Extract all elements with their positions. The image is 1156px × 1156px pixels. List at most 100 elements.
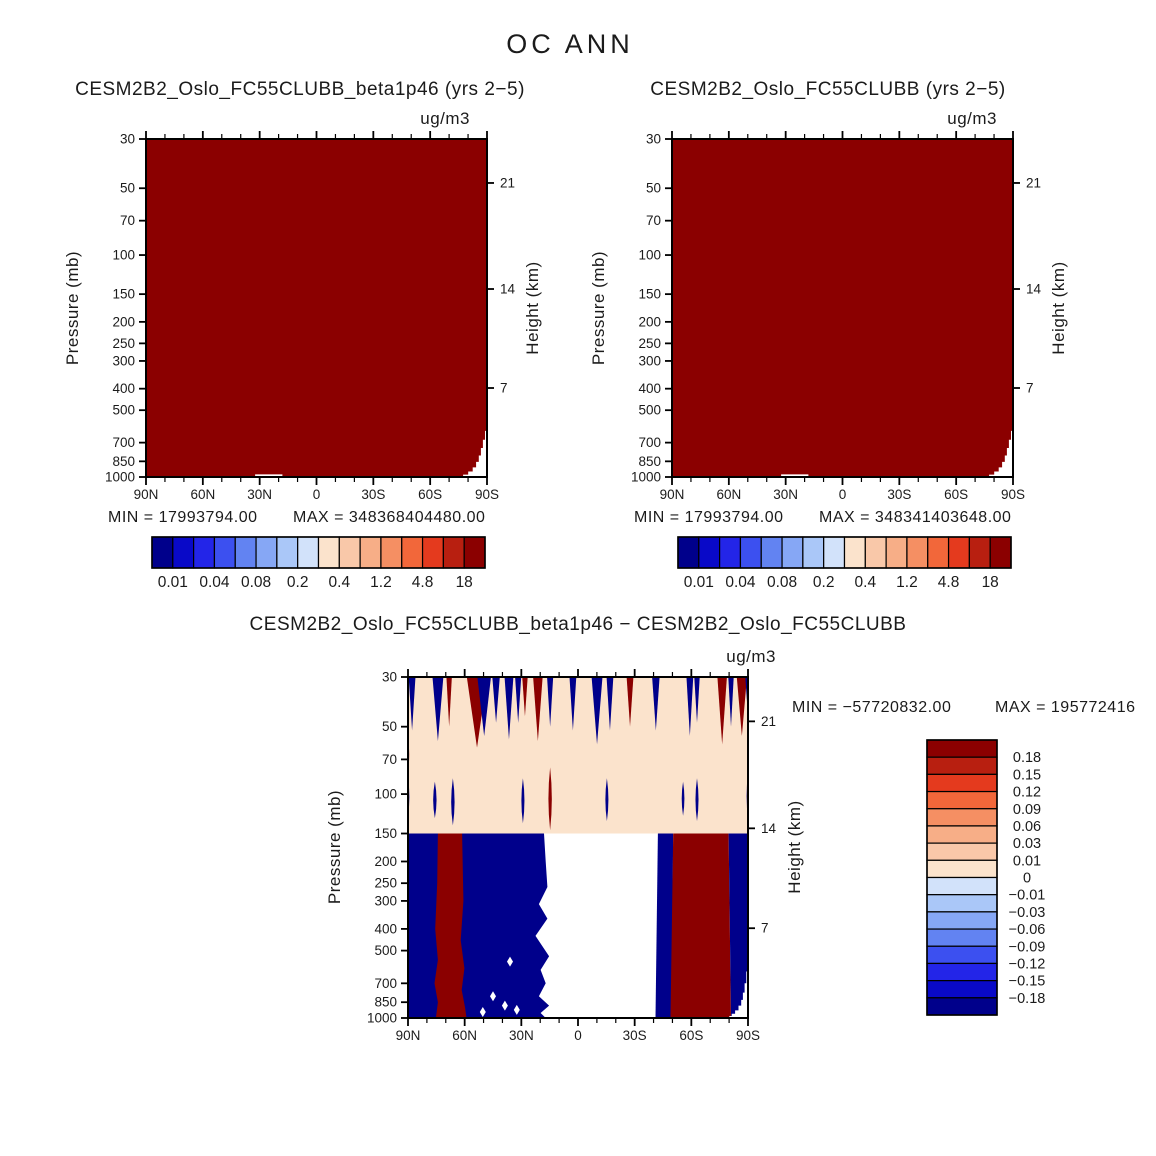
colorbar-tick-label: 0.4 bbox=[329, 574, 351, 591]
pressure-tick-label: 300 bbox=[374, 893, 397, 908]
height-tick-label: 21 bbox=[761, 714, 776, 729]
colorbar-cell bbox=[926, 997, 998, 1016]
height-tick-label: 7 bbox=[1026, 381, 1034, 396]
lid-plume bbox=[606, 677, 614, 731]
panel-right-min: MIN = 17993794.00 bbox=[634, 509, 784, 526]
colorbar-cell bbox=[463, 536, 486, 569]
lat-tick-label: 90S bbox=[736, 1028, 760, 1043]
colorbar-cell bbox=[926, 859, 998, 879]
panel-frame bbox=[407, 676, 749, 1019]
lat-tick-label: 60S bbox=[418, 487, 442, 502]
colorbar-cell bbox=[760, 536, 783, 569]
colorbar-cell bbox=[926, 756, 998, 775]
panel-left-units: ug/m3 bbox=[420, 109, 470, 128]
pressure-tick-label: 500 bbox=[374, 943, 397, 958]
colorbar-tick-label: −0.06 bbox=[1009, 922, 1046, 938]
colorbar-tick-label: 0.03 bbox=[1013, 836, 1041, 852]
colorbar-cell bbox=[359, 536, 382, 569]
lat-tick-label: 60N bbox=[452, 1028, 477, 1043]
colorbar-cell bbox=[213, 536, 236, 569]
colorbar-tick-label: −0.18 bbox=[1009, 991, 1046, 1007]
pressure-tick-label: 850 bbox=[112, 454, 135, 469]
pressure-tick-label: 70 bbox=[382, 752, 397, 767]
lat-tick-label: 90N bbox=[134, 487, 159, 502]
colorbar-cell bbox=[926, 945, 998, 965]
pressure-tick-label: 250 bbox=[638, 336, 661, 351]
pressure-tick-label: 500 bbox=[638, 403, 661, 418]
pressure-tick-label: 400 bbox=[638, 381, 661, 396]
pressure-tick-label: 850 bbox=[374, 995, 397, 1010]
colorbar-tick-label: 18 bbox=[456, 574, 473, 591]
colorbar-cell bbox=[823, 536, 846, 569]
pressure-tick-label: 100 bbox=[112, 248, 135, 263]
lid-plume bbox=[446, 677, 452, 727]
height-tick-label: 21 bbox=[1026, 175, 1041, 190]
colorbar-cell bbox=[864, 536, 887, 569]
colorbar-cell bbox=[926, 876, 998, 896]
colorbar-cell bbox=[926, 808, 998, 827]
pressure-tick-label: 250 bbox=[374, 876, 397, 891]
pressure-tick-label: 150 bbox=[112, 287, 135, 302]
pressure-axis-label-left: Pressure (mb) bbox=[63, 251, 82, 365]
lat-tick-label: 90S bbox=[1001, 487, 1025, 502]
panel-left-title: CESM2B2_Oslo_FC55CLUBB_beta1p46 (yrs 2−5… bbox=[75, 79, 525, 100]
pressure-tick-label: 850 bbox=[638, 454, 661, 469]
nh-positive-column bbox=[434, 833, 467, 1018]
colorbar-tick-label: 0.15 bbox=[1013, 767, 1041, 783]
pressure-tick-label: 70 bbox=[646, 213, 661, 228]
lat-tick-label: 30S bbox=[623, 1028, 647, 1043]
sh-negative-strip bbox=[655, 833, 674, 1018]
colorbar-cell bbox=[781, 536, 804, 569]
pressure-tick-label: 700 bbox=[374, 976, 397, 991]
lens-anomaly bbox=[681, 781, 685, 816]
panel-diff-max: MAX = 195772416 bbox=[995, 699, 1136, 716]
colorbar-right: 0.01 0.04 0.08 0.2 0.4 1.2 4.8 18 bbox=[677, 536, 1012, 591]
colorbar-tick-label: 0 bbox=[1023, 871, 1031, 887]
terrain-speck bbox=[479, 1006, 486, 1017]
colorbar-cell bbox=[234, 536, 257, 569]
lat-tick-label: 60S bbox=[679, 1028, 703, 1043]
axes-diff: 90N 60N 30N 0 30S 60S 90S 30 50 70 100 150 200 250 300… bbox=[367, 669, 777, 1043]
plateau-surface-gap bbox=[255, 474, 283, 477]
colorbar-tick-label: 0.04 bbox=[725, 574, 756, 591]
pressure-tick-label: 150 bbox=[638, 287, 661, 302]
lat-tick-label: 90N bbox=[396, 1028, 421, 1043]
pressure-tick-label: 1000 bbox=[631, 470, 661, 485]
colorbar-cell bbox=[380, 536, 403, 569]
pressure-axis-label-right: Pressure (mb) bbox=[589, 251, 608, 365]
sh-negative-right bbox=[728, 833, 748, 1018]
colorbar-cell bbox=[989, 536, 1012, 569]
colorbar-cell bbox=[885, 536, 908, 569]
lens-anomaly bbox=[548, 767, 552, 831]
pressure-tick-label: 400 bbox=[112, 381, 135, 396]
colorbar-cell bbox=[677, 536, 700, 569]
antarctica-terrain-gap bbox=[452, 430, 487, 477]
lid-plume bbox=[432, 677, 444, 742]
colorbar-tick-label: 0.09 bbox=[1013, 802, 1041, 818]
terrain-speck bbox=[490, 991, 496, 1002]
lens-anomaly bbox=[695, 778, 699, 822]
colorbar-tick-label: 0.01 bbox=[684, 574, 714, 591]
colorbar-tick-label: 4.8 bbox=[938, 574, 960, 591]
lid-plume bbox=[694, 677, 700, 723]
colorbar-cell bbox=[926, 928, 998, 947]
colorbar-tick-label: −0.12 bbox=[1009, 956, 1046, 972]
colorbar-cell bbox=[739, 536, 762, 569]
lat-tick-label: 90N bbox=[660, 487, 685, 502]
colorbar-cell bbox=[926, 790, 998, 810]
lat-tick-label: 60S bbox=[944, 487, 968, 502]
colorbar-tick-label: 0.01 bbox=[158, 574, 188, 591]
colorbar-cell bbox=[926, 739, 998, 758]
colorbar-tick-label: 0.18 bbox=[1013, 750, 1041, 766]
colorbar-tick-label: 0.01 bbox=[1013, 853, 1041, 869]
plateau-surface-gap bbox=[781, 474, 809, 477]
pressure-tick-label: 100 bbox=[374, 787, 397, 802]
saturated-field bbox=[146, 139, 487, 477]
lat-tick-label: 60N bbox=[716, 487, 741, 502]
panel-right-title: CESM2B2_Oslo_FC55CLUBB (yrs 2−5) bbox=[650, 79, 1006, 100]
generated-plot-graphics: 90N 60N 30N 0 30S 60S 90S305070100150200250300… bbox=[105, 131, 1045, 1043]
height-tick-label: 7 bbox=[761, 921, 769, 936]
lid-plume bbox=[547, 677, 554, 727]
